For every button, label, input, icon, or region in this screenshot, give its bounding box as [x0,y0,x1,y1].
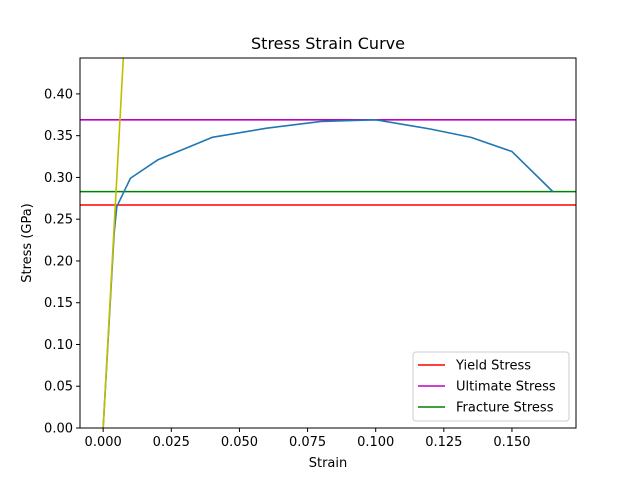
y-tick-label: 0.00 [44,422,73,437]
y-tick-label: 0.10 [44,338,73,353]
stress-strain-curve [102,119,554,428]
y-tick-label: 0.20 [44,254,73,269]
x-tick-label: 0.025 [153,435,190,450]
x-tick-label: 0.100 [357,435,394,450]
y-tick-label: 0.40 [44,87,73,102]
x-axis-label: Strain [309,456,348,471]
legend-label: Fracture Stress [456,401,554,416]
x-tick-label: 0.125 [425,435,462,450]
legend-label: Yield Stress [455,359,531,374]
plot-frame [79,57,577,429]
y-tick-label: 0.25 [44,213,73,228]
x-tick-label: 0.150 [493,435,530,450]
legend: Yield Stress Ultimate Stress Fracture Stre… [412,351,570,422]
elastic-modulus-line [102,58,125,428]
y-axis-label: Stress (GPa) [20,203,35,283]
axis-ticks: 0.000 0.025 0.050 0.075 0.100 0.125 0.150 0.00 0… [44,87,531,450]
chart-title: Stress Strain Curve [251,34,405,53]
y-tick-label: 0.15 [44,296,73,311]
y-tick-label: 0.30 [44,171,73,186]
y-tick-label: 0.35 [44,129,73,144]
x-tick-label: 0.050 [221,435,258,450]
y-tick-label: 0.05 [44,380,73,395]
legend-box [412,351,570,422]
plot-area [80,58,576,428]
x-tick-label: 0.075 [289,435,326,450]
legend-label: Ultimate Stress [456,380,556,395]
x-tick-label: 0.000 [85,435,122,450]
